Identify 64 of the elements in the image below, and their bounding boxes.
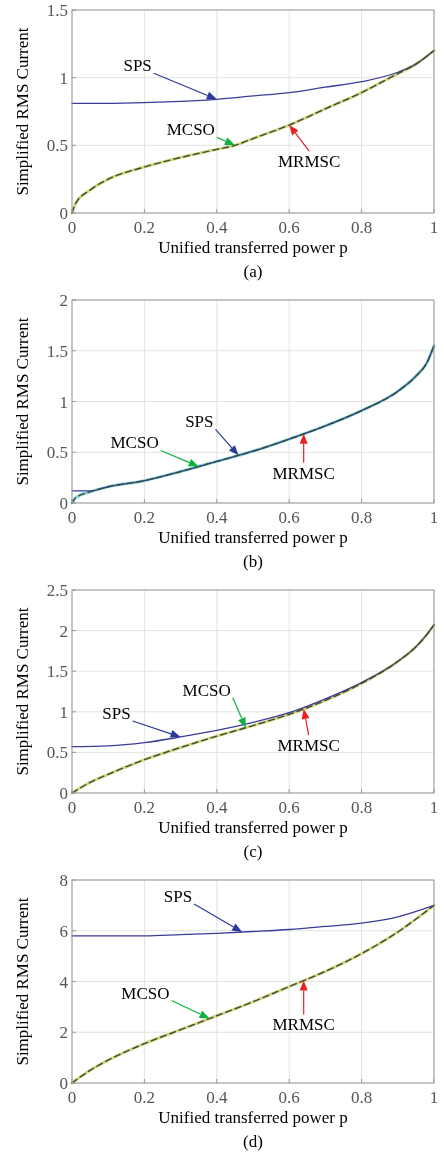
series-label: MRMSC: [272, 463, 335, 483]
x-tick-label: 0.2: [133, 798, 156, 817]
x-tick-label: 1: [429, 798, 439, 817]
x-tick-label: 0.2: [133, 218, 156, 237]
series-label: MCSO: [182, 680, 231, 700]
y-axis-title: Simplified RMS Current: [13, 27, 32, 196]
series-label: MRMSC: [278, 152, 341, 172]
y-tick-label: 1.5: [46, 662, 68, 682]
x-tick-label: 0.8: [350, 508, 373, 527]
x-tick-label: 0.6: [278, 508, 300, 527]
x-tick-label: 0.4: [206, 1088, 228, 1107]
x-tick-label: 0.2: [133, 508, 156, 527]
series-label: MCSO: [166, 120, 215, 140]
y-axis-title: Simplified RMS Current: [13, 607, 32, 776]
y-tick-label: 1.5: [46, 341, 68, 361]
y-tick-label: 1: [59, 392, 68, 412]
y-tick-label: 0: [59, 494, 68, 513]
y-tick-label: 8: [59, 871, 68, 890]
x-tick-label: 1: [429, 508, 439, 527]
series-label: MCSO: [121, 983, 170, 1003]
x-tick-label: 0.6: [278, 798, 300, 817]
y-tick-label: 0: [59, 204, 68, 223]
y-tick-label: 0.5: [46, 136, 68, 156]
text: (a): [243, 262, 263, 281]
y-tick-label: 1: [59, 68, 68, 88]
y-tick-label: 6: [59, 921, 68, 941]
x-tick-label: 0.6: [278, 218, 300, 237]
x-tick-label: 0.8: [350, 218, 373, 237]
text: (b): [243, 552, 263, 571]
x-tick-label: 1: [429, 1088, 439, 1107]
y-tick-label: 0: [59, 784, 68, 803]
series-label: SPS: [185, 412, 214, 432]
text: (d): [243, 1132, 263, 1151]
x-tick-label: 0.8: [350, 798, 373, 817]
y-tick-label: 2.5: [46, 581, 68, 600]
x-tick-label: 0.4: [206, 508, 228, 527]
x-tick-label: 0.6: [278, 1088, 300, 1107]
series-label: MRMSC: [277, 736, 340, 756]
series-label: SPS: [163, 887, 193, 907]
y-tick-label: 2: [59, 291, 68, 310]
series-label: MRMSC: [272, 1015, 335, 1035]
y-tick-label: 2: [59, 1023, 68, 1043]
x-tick-label: 0.4: [206, 218, 228, 237]
y-axis-title: Simplified RMS Current: [13, 897, 32, 1066]
x-tick-label: 0.8: [350, 1088, 373, 1107]
y-tick-label: 0.5: [46, 443, 68, 463]
y-tick-label: 1: [59, 702, 68, 722]
series-label: SPS: [102, 703, 131, 723]
x-axis-title: Unified transferred power p: [158, 238, 348, 257]
series-label: MCSO: [110, 433, 159, 453]
y-tick-label: 0: [59, 1074, 68, 1093]
x-tick-label: 0.2: [133, 1088, 156, 1107]
y-axis-title: Simplified RMS Current: [13, 317, 32, 486]
y-tick-label: 4: [59, 972, 69, 992]
y-tick-label: 0.5: [46, 743, 68, 763]
x-axis-title: Unified transferred power p: [158, 528, 348, 547]
x-tick-label: 1: [429, 218, 439, 237]
x-tick-label: 0.4: [206, 798, 228, 817]
y-tick-label: 2: [59, 621, 68, 641]
x-axis-title: Unified transferred power p: [158, 1108, 348, 1127]
y-tick-label: 1.5: [46, 1, 68, 20]
text: (c): [243, 842, 263, 861]
series-label: SPS: [123, 56, 152, 76]
x-axis-title: Unified transferred power p: [158, 818, 348, 837]
